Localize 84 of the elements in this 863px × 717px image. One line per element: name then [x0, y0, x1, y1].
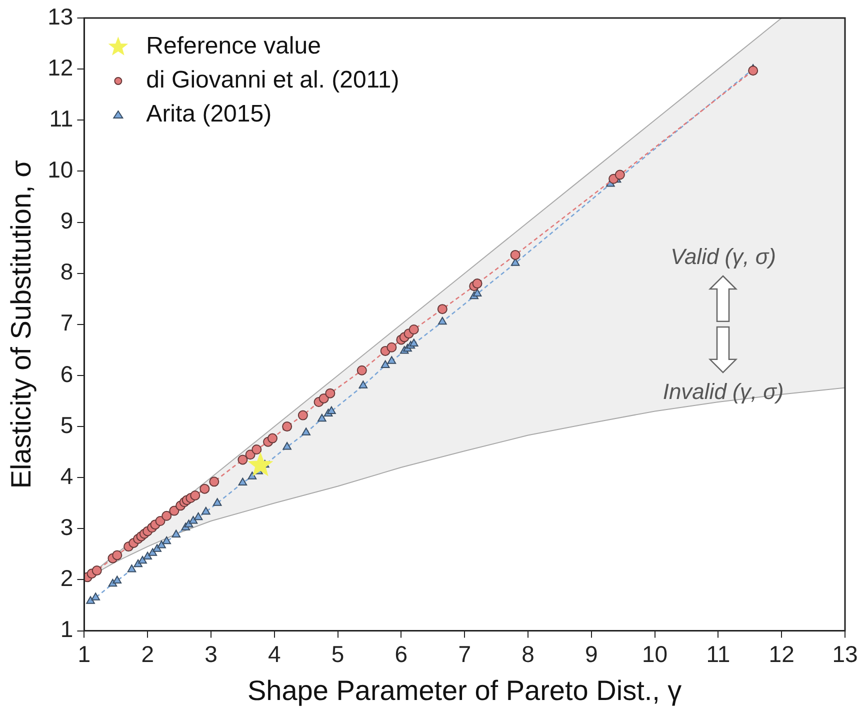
legend-label: Arita (2015) [146, 100, 272, 128]
point [238, 478, 248, 486]
point [282, 422, 292, 432]
point [157, 540, 166, 548]
point [358, 380, 368, 388]
y-tick-label: 10 [48, 156, 74, 183]
point [190, 490, 200, 500]
x-tick-label: 8 [522, 640, 534, 667]
point [356, 365, 367, 376]
point [472, 288, 482, 297]
point [408, 324, 419, 335]
y-tick-label: 8 [60, 258, 74, 285]
y-tick-label: 11 [49, 105, 74, 132]
point [143, 552, 152, 560]
point [148, 548, 158, 556]
y-tick-label: 5 [60, 412, 74, 438]
point [318, 414, 326, 422]
point [209, 476, 220, 487]
point [267, 433, 278, 444]
annotation: Valid (γ, σ) [670, 244, 776, 270]
point [127, 564, 136, 572]
x-tick-label: 2 [141, 640, 154, 667]
point [302, 428, 310, 436]
legend-label: di Giovanni et al. (2011) [146, 66, 400, 94]
point [188, 516, 198, 524]
point [386, 342, 397, 352]
point [248, 472, 257, 480]
y-tick-label: 13 [48, 3, 74, 30]
point [162, 536, 171, 544]
point [169, 506, 180, 516]
point [212, 498, 222, 506]
x-tick-label: 9 [584, 640, 598, 667]
point [200, 484, 210, 494]
point [387, 356, 396, 364]
y-tick-label: 7 [60, 310, 74, 336]
point [409, 338, 418, 347]
point [437, 304, 448, 314]
y-tick-label: 3 [60, 514, 74, 540]
point [86, 596, 95, 604]
x-tick-label: 3 [204, 640, 218, 667]
point [510, 250, 520, 260]
y-tick-label: 4 [60, 462, 74, 489]
point [748, 66, 758, 76]
x-axis-title: Shape Parameter of Pareto Dist., γ [247, 674, 682, 706]
x-tick-label: 7 [458, 640, 471, 667]
point [91, 592, 100, 600]
y-tick-label: 1 [60, 616, 74, 642]
y-axis-title: Elasticity of Substitution, σ [6, 160, 37, 489]
point [238, 454, 248, 465]
point [92, 566, 102, 576]
point [194, 512, 203, 520]
point [172, 530, 181, 538]
point [138, 556, 147, 564]
point [472, 278, 482, 289]
point [282, 442, 292, 450]
x-tick-label: 11 [706, 640, 730, 667]
point [614, 170, 625, 180]
legend-label: Reference value [146, 32, 321, 60]
y-tick-label: 2 [60, 565, 74, 592]
x-tick-label: 12 [768, 640, 794, 667]
x-tick-label: 13 [832, 640, 858, 667]
x-tick-label: 5 [331, 640, 344, 667]
point [245, 450, 256, 460]
point [318, 393, 329, 404]
point [162, 510, 172, 521]
point [112, 576, 122, 584]
x-tick-label: 1 [78, 640, 91, 667]
point [327, 406, 336, 414]
point [202, 506, 210, 515]
x-tick-label: 6 [394, 640, 408, 667]
y-tick-label: 6 [60, 360, 74, 387]
y-tick-label: 9 [60, 208, 74, 234]
point [155, 516, 166, 526]
x-tick-label: 10 [642, 640, 668, 667]
x-tick-label: 4 [268, 640, 281, 667]
point [380, 360, 390, 368]
point [112, 550, 122, 560]
y-tick-label: 12 [48, 54, 74, 80]
annotation: Invalid (γ, σ) [662, 378, 784, 405]
point [438, 316, 447, 325]
point [252, 444, 262, 455]
point [298, 410, 308, 420]
point [325, 388, 336, 398]
point [248, 452, 272, 476]
